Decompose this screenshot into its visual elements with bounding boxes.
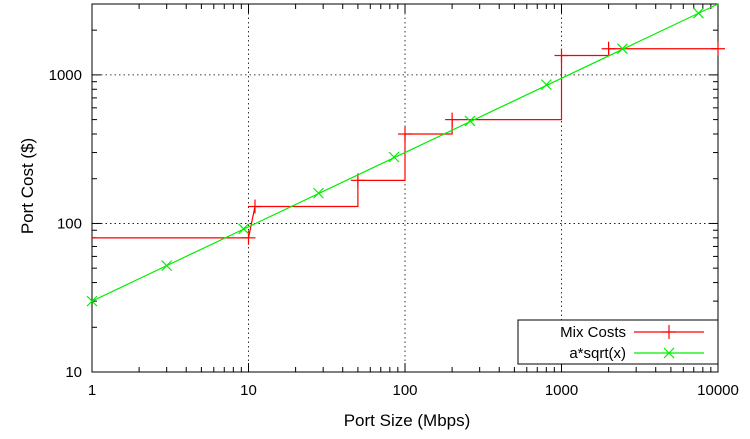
legend-marker-sqrt <box>663 347 675 359</box>
legend-box <box>517 319 719 365</box>
x-tick-label: 10 <box>240 382 257 399</box>
cross-bar-b <box>388 151 400 163</box>
legend: Mix Costs a*sqrt(x) <box>517 319 719 365</box>
cross-bar-b <box>663 347 675 359</box>
y-axis-label: Port Cost ($) <box>18 138 37 234</box>
x-tick-label: 100 <box>392 382 417 399</box>
y-tick-label: 100 <box>57 215 82 232</box>
data-point-sqrt <box>86 295 98 307</box>
data-point-mix-costs <box>247 199 262 214</box>
x-tick-label: 1 <box>88 382 96 399</box>
legend-sample-sqrt <box>634 347 704 359</box>
y-tick-label: 1000 <box>49 67 82 84</box>
data-point-mix-costs <box>711 41 725 56</box>
data-point-sqrt <box>464 115 476 127</box>
series-line-mix-costs <box>92 48 718 239</box>
x-axis-ticks: 1 10 100 1000 10000 <box>88 4 739 399</box>
legend-label-sqrt: a*sqrt(x) <box>569 345 626 362</box>
data-point-sqrt <box>161 260 173 272</box>
data-point-mix-costs <box>554 48 569 63</box>
cross-bar-b <box>540 79 552 91</box>
data-point-sqrt <box>693 7 704 19</box>
x-tick-label: 10000 <box>697 382 739 399</box>
cross-bar-b <box>238 223 249 235</box>
cross-bar-b <box>616 43 628 55</box>
x-axis-label: Port Size (Mbps) <box>344 411 471 430</box>
cross-bar-b <box>693 7 704 19</box>
data-point-sqrt <box>313 187 324 199</box>
data-point-mix-costs <box>601 41 616 56</box>
series-group <box>86 3 725 307</box>
cross-bar-b <box>464 115 476 127</box>
data-point-mix-costs <box>350 173 365 188</box>
grid-lines <box>92 4 718 372</box>
legend-marker-mix-costs <box>662 325 676 339</box>
series-line-sqrt <box>91 3 719 302</box>
data-point-sqrt <box>238 223 249 235</box>
legend-label-mix-costs: Mix Costs <box>560 324 626 341</box>
data-point-sqrt <box>540 79 552 91</box>
cross-bar-b <box>313 187 324 199</box>
x-tick-label: 1000 <box>545 382 578 399</box>
data-point-mix-costs <box>445 112 460 127</box>
legend-sample-mix-costs <box>634 325 704 339</box>
cross-bar-b <box>161 260 173 272</box>
data-point-mix-costs <box>398 126 412 141</box>
cross-bar-b <box>86 295 98 307</box>
data-point-sqrt <box>388 151 400 163</box>
y-tick-label: 10 <box>65 364 82 381</box>
data-point-sqrt <box>616 43 628 55</box>
